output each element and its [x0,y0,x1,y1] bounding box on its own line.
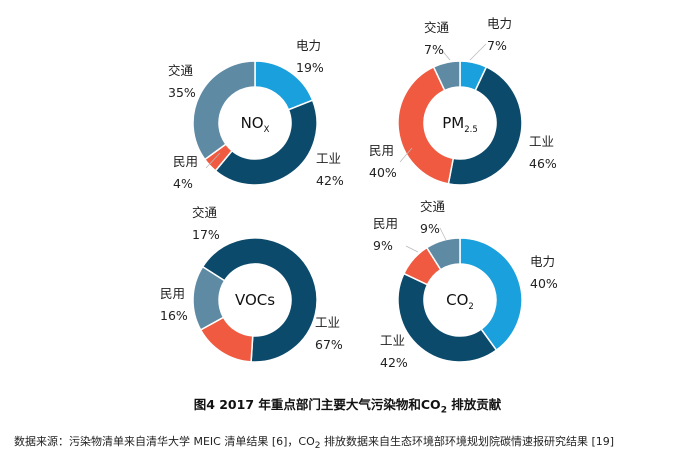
caption-text-end: 排放贡献 [446,397,502,412]
donut-chart-4: CO2 电力 40% 工业 42% 民用 9% 交通 9% [373,199,558,370]
category-label: 民用 [160,286,185,301]
value-label: 7% [424,42,444,57]
caption-subscript: 2 [440,405,447,416]
category-label: 电力 [530,254,555,269]
category-label: 民用 [369,143,394,158]
category-label: 工业 [380,333,405,348]
donut-chart-3: VOCs 工业 67% 民用 16% 交通 17% [160,205,343,363]
value-label: 40% [369,165,397,180]
leader-line [439,227,447,241]
center-label: NOX [241,114,270,135]
donut-hole [424,264,496,336]
source-subscript: 2 [314,441,321,452]
category-label: 交通 [424,20,450,35]
value-label: 42% [380,355,408,370]
center-label: VOCs [235,291,275,309]
category-label: 交通 [168,63,194,78]
center-label: PM2.5 [442,114,478,135]
category-label: 民用 [173,154,198,169]
leader-line [405,245,419,253]
category-label: 电力 [296,38,321,53]
category-label: 交通 [420,199,446,214]
category-label: 工业 [529,134,554,149]
source-text-end: 排放数据来自生态环境部环境规划院碳情速报研究结果 [19] [320,435,615,448]
caption-text: 图4 2017 年重点部门主要大气污染物和CO [193,397,441,412]
leader-line [469,43,487,61]
donut-charts-figure: NOX 电力 19% 工业 42% 民用 4% 交通 35% PM2.5 电力 7% 工业 46% 民用 40… [160,16,558,370]
donut-hole [219,87,291,159]
category-label: 民用 [373,216,398,231]
category-label: 工业 [315,315,340,330]
center-label: CO2 [446,291,474,312]
value-label: 67% [315,337,343,352]
donut-hole [219,264,291,336]
leader-line [399,147,413,163]
value-label: 19% [296,60,324,75]
donut-chart-1: NOX 电力 19% 工业 42% 民用 4% 交通 35% [168,38,344,191]
value-label: 17% [192,227,220,242]
category-label: 电力 [487,16,512,31]
data-source-note: 数据来源：污染物清单来自清华大学 MEIC 清单结果 [6]，CO2 排放数据来… [14,428,684,460]
value-label: 46% [529,156,557,171]
value-label: 7% [487,38,507,53]
value-label: 40% [530,276,558,291]
leader-line [205,152,221,169]
donut-hole [424,87,496,159]
value-label: 4% [173,176,193,191]
figure-caption: 图4 2017 年重点部门主要大气污染物和CO2 排放贡献 [0,394,695,416]
category-label: 交通 [192,205,218,220]
value-label: 42% [316,173,344,188]
value-label: 9% [420,221,440,236]
leader-line [439,47,451,61]
donut-chart-2: PM2.5 电力 7% 工业 46% 民用 40% 交通 7% [369,16,557,186]
source-text: 数据来源：污染物清单来自清华大学 MEIC 清单结果 [6]，CO [14,435,315,448]
category-label: 工业 [316,151,341,166]
value-label: 35% [168,85,196,100]
value-label: 16% [160,308,188,323]
value-label: 9% [373,238,393,253]
